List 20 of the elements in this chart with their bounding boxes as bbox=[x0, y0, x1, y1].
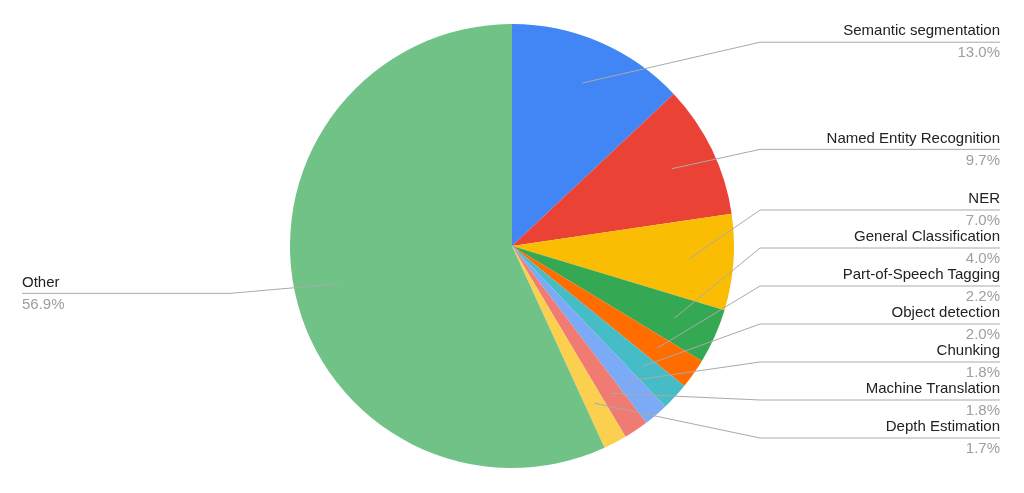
slice-label: Other bbox=[22, 272, 60, 290]
slice-label: Depth Estimation bbox=[885, 417, 1000, 435]
data-label: 2.2% bbox=[965, 287, 1000, 305]
slice-label: Chunking bbox=[936, 341, 1000, 359]
slice-label: General Classification bbox=[854, 227, 1000, 245]
data-label: 2.0% bbox=[965, 325, 1000, 343]
data-label: 1.7% bbox=[965, 439, 1000, 457]
data-label: 1.8% bbox=[965, 401, 1000, 419]
slice-label: Semantic segmentation bbox=[843, 21, 1000, 39]
slice-label: Part-of-Speech Tagging bbox=[842, 265, 1000, 283]
slice-label: Named Entity Recognition bbox=[826, 128, 1000, 146]
slice-label: NER bbox=[968, 189, 1001, 207]
data-label: 1.8% bbox=[965, 363, 1000, 381]
data-label: 9.7% bbox=[965, 150, 1000, 168]
data-label: 13.0% bbox=[957, 43, 1000, 61]
slice-label: Machine Translation bbox=[865, 379, 1000, 397]
data-label: 7.0% bbox=[965, 211, 1000, 229]
data-label: 4.0% bbox=[965, 249, 1000, 267]
slice-label: Object detection bbox=[891, 303, 1000, 321]
data-label: 56.9% bbox=[22, 294, 65, 312]
